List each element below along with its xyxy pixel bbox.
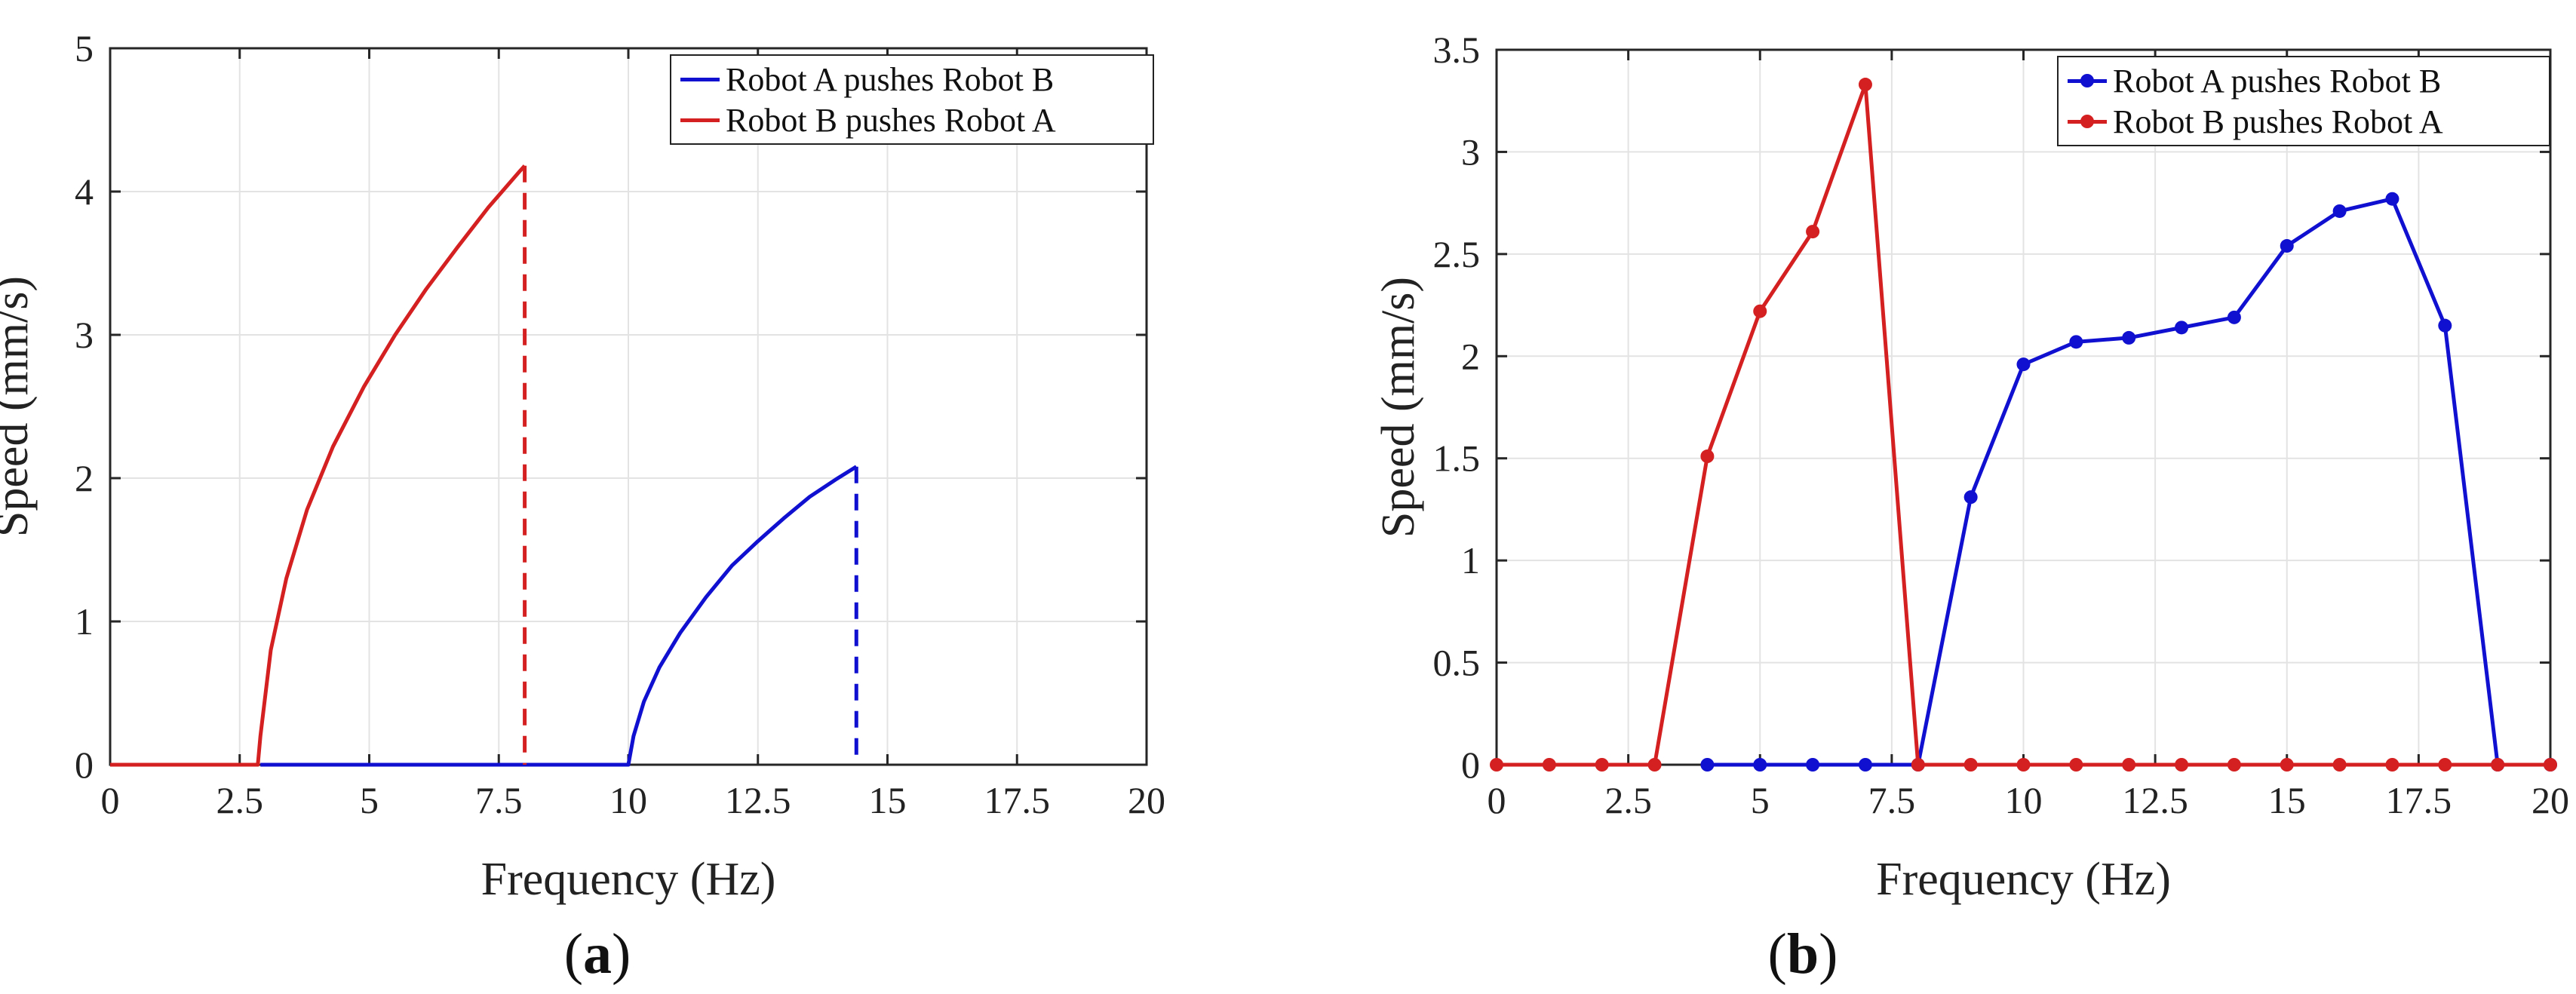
chart-a-xtick-label-0: 0 (101, 779, 120, 821)
legend-b-label-blue: Robot A pushes Robot B (2113, 62, 2442, 100)
chart-a-xtick-label-4: 10 (609, 779, 647, 821)
chart-b-xtick-label-6: 15 (2268, 779, 2306, 821)
chart-b-series-1-point-7 (1858, 78, 1872, 92)
chart-b-ytick-label-2: 1 (1461, 539, 1480, 581)
chart-a-ytick-label-5: 5 (75, 27, 94, 69)
chart-b-xtick-label-2: 5 (1751, 779, 1770, 821)
chart-a-ytick-label-2: 2 (75, 457, 94, 499)
chart-b-xtick-label-0: 0 (1488, 779, 1506, 821)
chart-b-series-1-point-14 (2227, 758, 2241, 772)
legend-b-entry-red: Robot B pushes Robot A (2066, 101, 2538, 142)
chart-a-xtick-label-5: 12.5 (725, 779, 791, 821)
chart-a-xtick-label-7: 17.5 (984, 779, 1051, 821)
chart-b-xtick-label-4: 10 (2005, 779, 2043, 821)
chart-b-series-1-point-10 (2016, 758, 2031, 772)
chart-panel-b: 0 2.5 5 7.5 10 12.5 15 17.5 20 0 0.5 1 1.5 2 2.5 3 3.5 Fr… (1288, 0, 2576, 994)
chart-b-series-0-point-14 (2438, 318, 2452, 333)
chart-b-series-1-point-11 (2069, 758, 2083, 772)
chart-b-series-1-point-18 (2438, 758, 2452, 772)
chart-a-ylabel: Speed (mm/s) (0, 276, 38, 537)
chart-a-ytick-label-1: 1 (75, 600, 94, 643)
chart-b-series-0-point-6 (2016, 357, 2031, 372)
chart-b-series-0-point-13 (2385, 192, 2399, 206)
chart-b-xtick-label-3: 7.5 (1868, 779, 1916, 821)
chart-a-xtick-label-3: 7.5 (475, 779, 523, 821)
chart-a-series-0-line (260, 465, 858, 767)
chart-b-series-1-point-12 (2122, 758, 2136, 772)
chart-a-xtick-label-6: 15 (869, 779, 907, 821)
chart-b-series-1-point-17 (2385, 758, 2399, 772)
legend-a-swatch-red (679, 100, 721, 140)
chart-b-ytick-label-1: 0.5 (1433, 642, 1481, 684)
chart-b-svg: 0 2.5 5 7.5 10 12.5 15 17.5 20 0 0.5 1 1.5 2 2.5 3 3.5 Fr… (1373, 29, 2569, 905)
chart-b-xtick-label-1: 2.5 (1604, 779, 1652, 821)
chart-b-series-1-point-4 (1700, 449, 1715, 464)
chart-b-series-1-point-1 (1542, 758, 1556, 772)
chart-b-series-0-point-12 (2332, 204, 2347, 218)
chart-b-series-1-point-6 (1806, 225, 1820, 239)
caption-b-letter: b (1786, 922, 1819, 986)
chart-b-series-0-point-2 (1806, 758, 1820, 772)
caption-a-letter: a (583, 922, 612, 986)
chart-b-ytick-label-3: 1.5 (1433, 437, 1481, 480)
legend-b-swatch-red (2066, 101, 2108, 142)
chart-b-series-0-line (1707, 197, 2550, 767)
chart-b-series-1-point-15 (2280, 758, 2294, 772)
chart-b-xtick-label-8: 20 (2531, 779, 2569, 821)
chart-a-xlabel: Frequency (Hz) (481, 854, 776, 905)
chart-b-series-0-point-1 (1753, 758, 1767, 772)
chart-b-series-0-point-7 (2069, 335, 2083, 349)
chart-a-ytick-label-0: 0 (75, 744, 94, 786)
chart-b-series-1-point-8 (1911, 758, 1925, 772)
chart-a-xtick-label-2: 5 (360, 779, 379, 821)
chart-b-ylabel: Speed (mm/s) (1373, 277, 1424, 538)
chart-b-ytick-label-6: 3 (1461, 130, 1480, 173)
chart-b-series-1-point-9 (1963, 758, 1978, 772)
legend-a-label-red: Robot B pushes Robot A (726, 101, 1056, 139)
chart-b-ytick-label-5: 2.5 (1433, 233, 1481, 275)
chart-a-xtick-label-1: 2.5 (216, 779, 264, 821)
chart-b-series-1-point-0 (1490, 758, 1503, 772)
chart-b-series-0-point-10 (2227, 310, 2241, 324)
chart-b-series-0-point-9 (2175, 321, 2189, 335)
chart-b-ytick-label-0: 0 (1461, 744, 1480, 786)
chart-b-series-0-point-3 (1858, 758, 1872, 772)
chart-b-xlabel: Frequency (Hz) (1876, 854, 2171, 905)
chart-b-series-1-point-19 (2491, 758, 2505, 772)
chart-b-series-0-point-8 (2122, 330, 2136, 345)
chart-b-xtick-label-7: 17.5 (2386, 779, 2452, 821)
caption-a: (a) (563, 922, 631, 986)
chart-b-ytick-label-4: 2 (1461, 335, 1480, 377)
chart-b-series-0-point-0 (1700, 758, 1715, 772)
chart-b-series-0-point-5 (1963, 490, 1978, 505)
chart-b-series-0-point-11 (2280, 239, 2294, 253)
chart-a-svg: 0 2.5 5 7.5 10 12.5 15 17.5 20 0 1 2 3 4 5 Frequency (H… (0, 27, 1165, 905)
chart-a-ytick-label-3: 3 (75, 314, 94, 356)
legend-a-entry-blue: Robot A pushes Robot B (679, 59, 1142, 100)
legend-a-entry-red: Robot B pushes Robot A (679, 100, 1142, 140)
legend-b-entry-blue: Robot A pushes Robot B (2066, 60, 2538, 101)
legend-b-swatch-blue (2066, 60, 2108, 101)
chart-b-series-1-point-2 (1595, 758, 1609, 772)
legend-b-label-red: Robot B pushes Robot A (2113, 103, 2443, 140)
chart-b-series-1-point-16 (2332, 758, 2347, 772)
chart-panel-a: 0 2.5 5 7.5 10 12.5 15 17.5 20 0 1 2 3 4 5 Frequency (H… (0, 27, 1165, 986)
chart-a-ytick-label-4: 4 (75, 170, 94, 213)
legend-a: Robot A pushes Robot B Robot B pushes Ro… (670, 54, 1154, 145)
chart-b-series-1-point-13 (2175, 758, 2189, 772)
chart-a-series-1-line (110, 164, 527, 767)
chart-b-series-1-point-5 (1753, 304, 1767, 318)
chart-a-xtick-label-8: 20 (1128, 779, 1165, 821)
legend-a-swatch-blue (679, 59, 721, 100)
chart-b-series-1-point-20 (2544, 758, 2557, 772)
caption-b: (b) (1767, 922, 1838, 986)
legend-a-label-blue: Robot A pushes Robot B (726, 60, 1055, 98)
legend-b: Robot A pushes Robot B Robot B pushes Ro… (2057, 56, 2550, 146)
chart-b-series-1-point-3 (1647, 758, 1662, 772)
chart-b-ytick-label-7: 3.5 (1433, 29, 1481, 71)
chart-b-xtick-label-5: 12.5 (2122, 779, 2188, 821)
